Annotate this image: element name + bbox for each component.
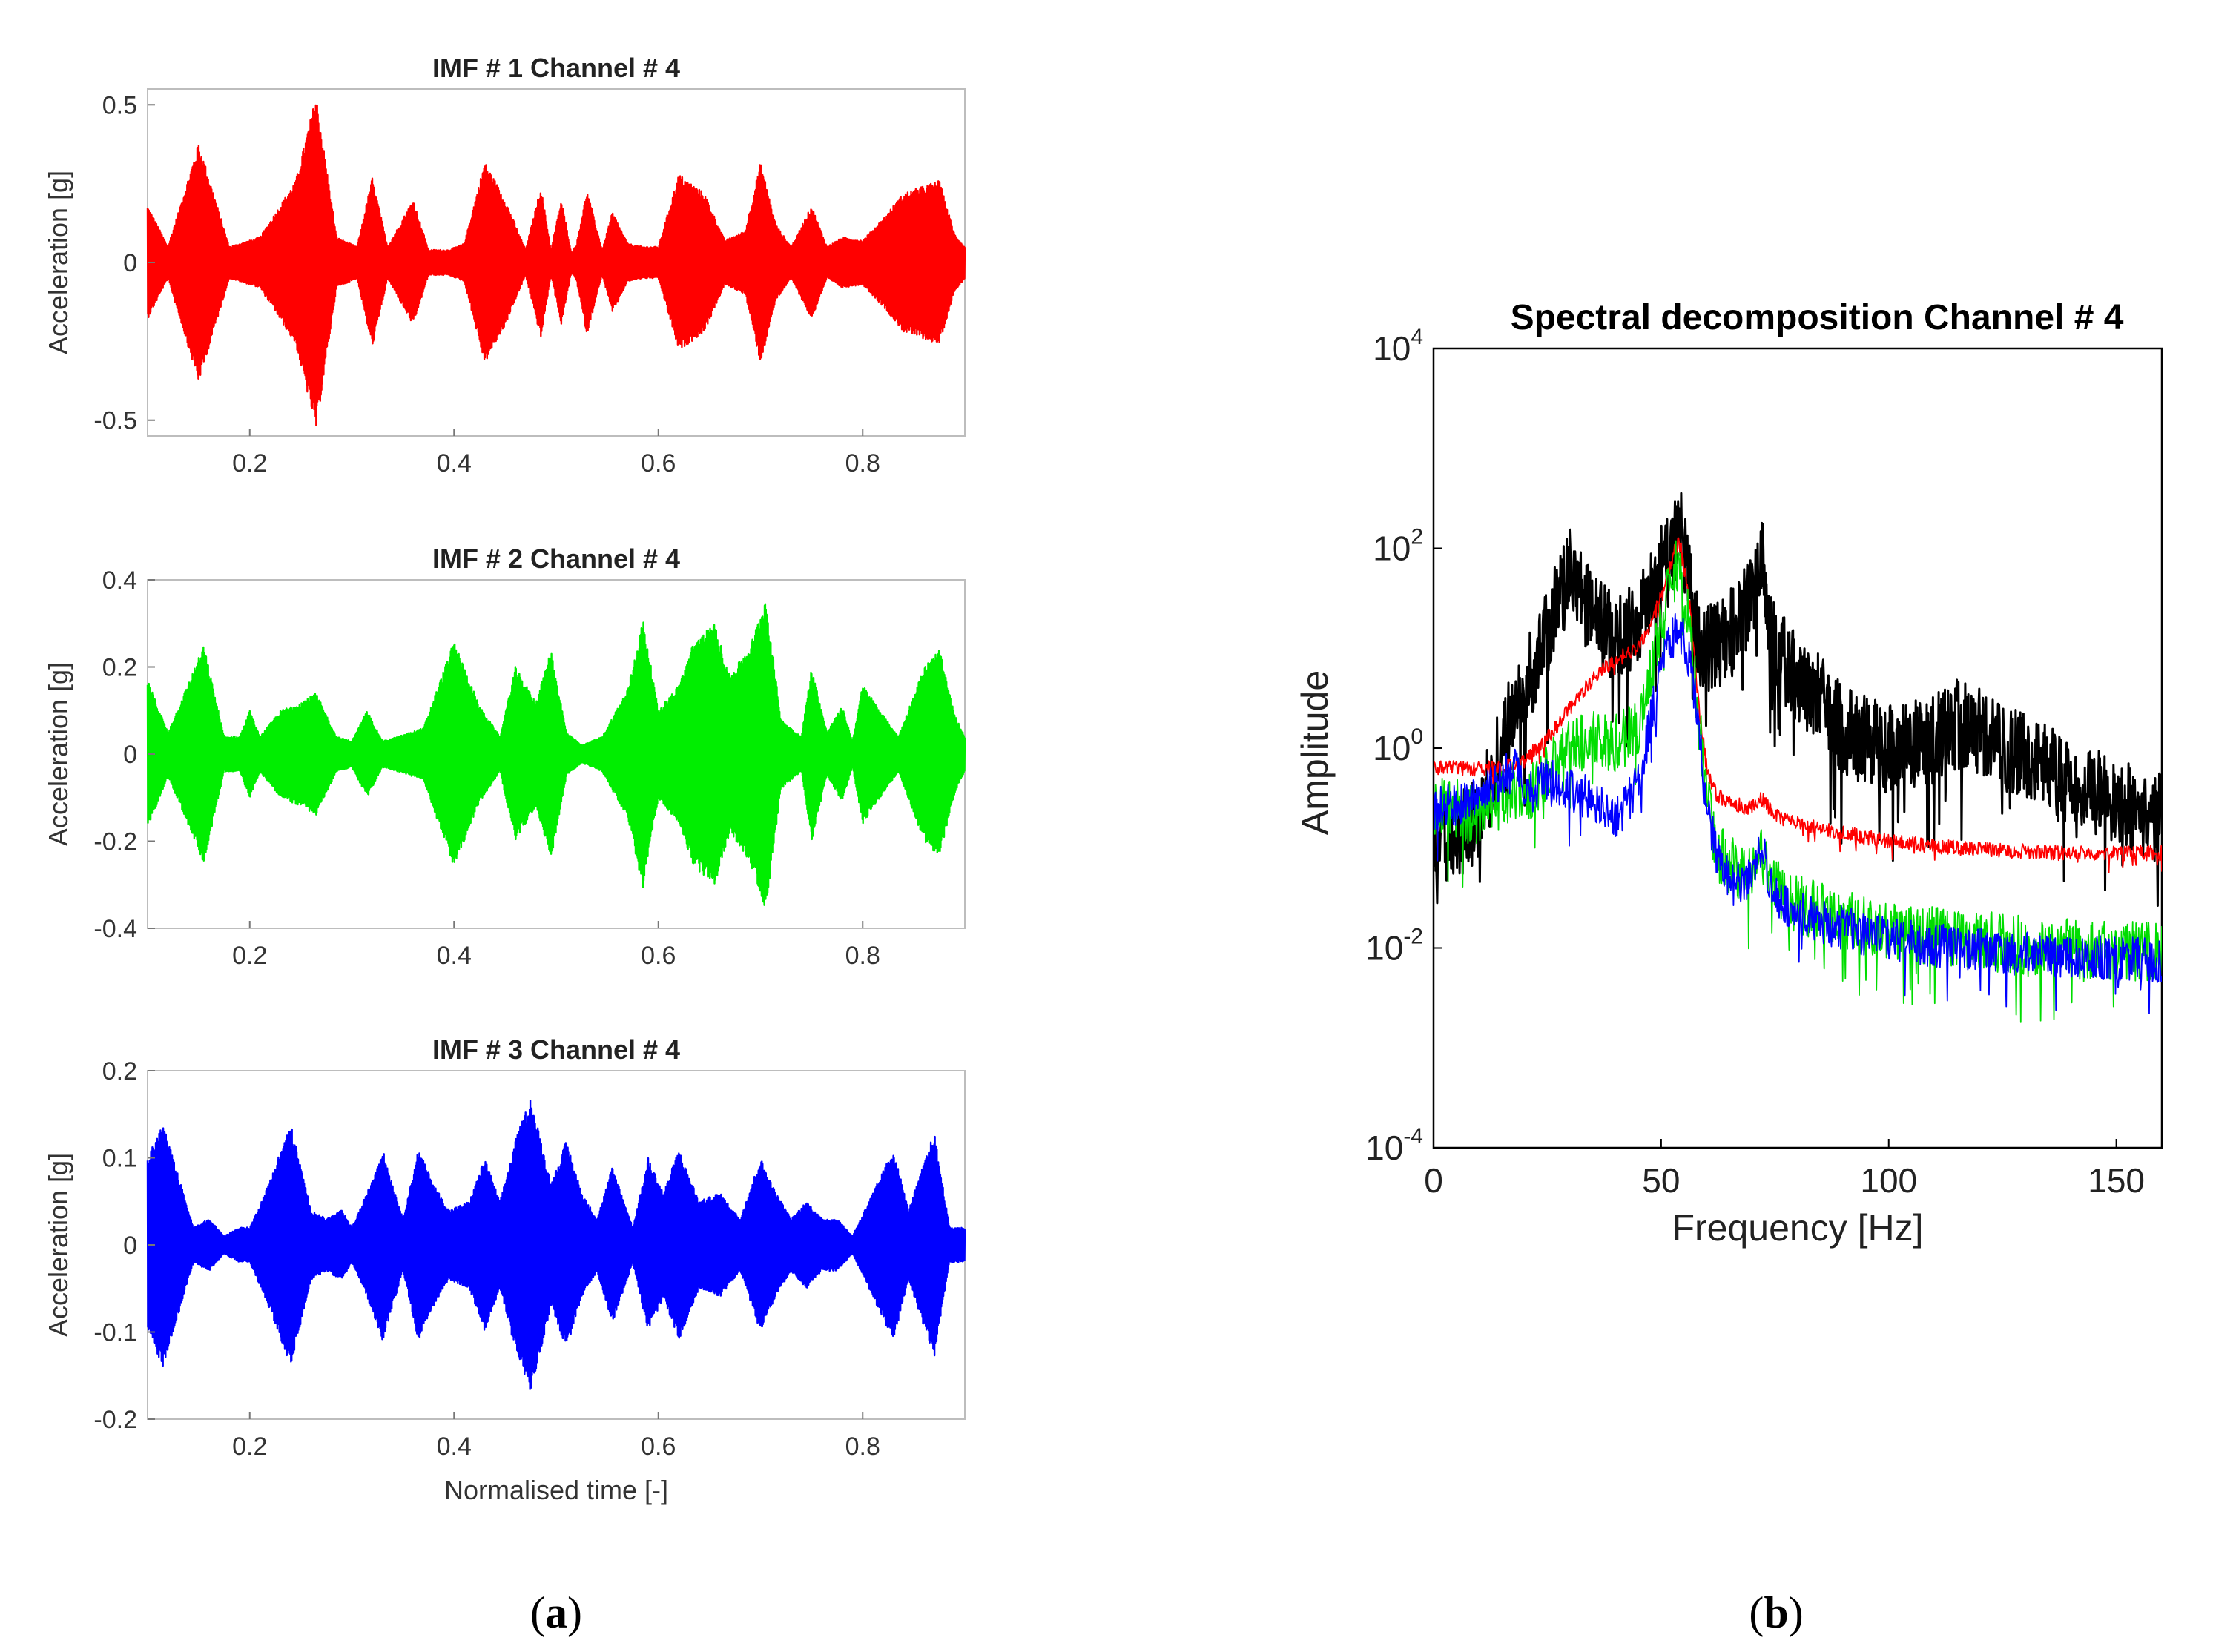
y-tick-base: 10 (1365, 929, 1403, 968)
y-tick-label: 10-2 (1365, 925, 1423, 968)
caption-close-paren: ) (567, 1588, 582, 1637)
x-tick-label: 0.4 (437, 1433, 472, 1461)
y-axis-label: Acceleration [g] (43, 662, 73, 846)
imf-chart-imf3: IMF # 3 Channel # 4 0.2 0.4 0.6 0.8 -0.2 -0.1 0… (43, 1034, 966, 1505)
imf-chart-imf2: IMF # 2 Channel # 4 0.2 0.4 0.6 0.8 -0.4 -0.2 0… (43, 543, 966, 970)
y-tick-base: 10 (1373, 729, 1411, 767)
y-tick-label: 10-4 (1365, 1124, 1423, 1167)
x-tick-label: 0 (1424, 1161, 1443, 1200)
chart-title: Spectral decomposition Channel # 4 (1511, 298, 2124, 337)
y-tick-label: 0.1 (102, 1145, 137, 1173)
x-tick-label: 0.6 (641, 1433, 676, 1461)
chart-title: IMF # 2 Channel # 4 (432, 543, 680, 574)
y-tick-exponent: -2 (1403, 925, 1423, 949)
caption-letter: b (1764, 1588, 1788, 1637)
x-tick-label: 0.8 (845, 942, 880, 970)
caption-open-paren: ( (530, 1588, 545, 1637)
signal-line (146, 1100, 966, 1390)
x-tick-label: 0.4 (437, 942, 472, 970)
imf-chart-imf1: IMF # 1 Channel # 4 0.2 0.4 0.6 0.8 -0.5 0 0.5 A… (43, 53, 966, 478)
y-tick-base: 10 (1365, 1129, 1403, 1167)
y-tick-base: 10 (1373, 329, 1411, 368)
y-tick-label: 0.2 (102, 654, 137, 682)
y-axis-label: Acceleration [g] (43, 171, 73, 354)
x-axis-label: Normalised time [-] (444, 1475, 668, 1505)
signal-line (146, 603, 966, 906)
y-tick-label: 102 (1373, 525, 1423, 568)
chart-title: IMF # 3 Channel # 4 (432, 1034, 680, 1065)
y-tick-label: 0 (123, 1232, 137, 1260)
panel-b-caption: (b) (1749, 1588, 1803, 1637)
series-line-1 (1434, 537, 2162, 873)
signal-line (146, 104, 966, 426)
series-line-3 (1434, 612, 2162, 1014)
y-tick-label: -0.1 (93, 1319, 137, 1347)
y-tick-exponent: 4 (1411, 325, 1423, 349)
y-tick-label: 100 (1373, 724, 1423, 767)
x-tick-label: 100 (1860, 1161, 1917, 1200)
panel-a-caption: (a) (530, 1588, 582, 1637)
chart-title: IMF # 1 Channel # 4 (432, 53, 680, 83)
x-tick-label: 0.4 (437, 449, 472, 478)
spectral-chart: Spectral decomposition Channel # 40 50 100… (1294, 298, 2163, 1249)
x-tick-label: 0.6 (641, 942, 676, 970)
series-line-0 (1434, 492, 2162, 907)
x-tick-label: 0.2 (232, 942, 267, 970)
y-tick-label: -0.5 (93, 407, 137, 435)
x-tick-label: 0.8 (845, 1433, 880, 1461)
caption-close-paren: ) (1789, 1588, 1804, 1637)
y-tick-label: 0.5 (102, 91, 137, 119)
x-axis-label: Frequency [Hz] (1672, 1207, 1923, 1249)
y-tick-exponent: 0 (1411, 724, 1423, 749)
caption-letter: a (545, 1588, 567, 1637)
x-tick-label: 0.6 (641, 449, 676, 478)
y-tick-label: 0.4 (102, 566, 137, 595)
y-tick-label: -0.4 (93, 915, 137, 943)
x-tick-label: 0.2 (232, 1433, 267, 1461)
y-tick-label: 0.2 (102, 1057, 137, 1086)
x-tick-label: 0.2 (232, 449, 267, 478)
y-tick-label: -0.2 (93, 1406, 137, 1434)
y-tick-label: 0 (123, 249, 137, 277)
y-tick-label: 0 (123, 741, 137, 769)
x-tick-label: 50 (1642, 1161, 1680, 1200)
y-tick-exponent: -4 (1403, 1124, 1423, 1149)
y-tick-base: 10 (1373, 529, 1411, 568)
caption-open-paren: ( (1749, 1588, 1764, 1637)
y-tick-label: 104 (1373, 325, 1423, 368)
x-tick-label: 0.8 (845, 449, 880, 478)
y-axis-label: Amplitude (1294, 670, 1336, 835)
y-axis-label: Acceleration [g] (43, 1153, 73, 1337)
plot-area (1434, 492, 2162, 1023)
x-tick-label: 150 (2088, 1161, 2145, 1200)
y-tick-exponent: 2 (1411, 525, 1423, 549)
y-tick-label: -0.2 (93, 828, 137, 856)
